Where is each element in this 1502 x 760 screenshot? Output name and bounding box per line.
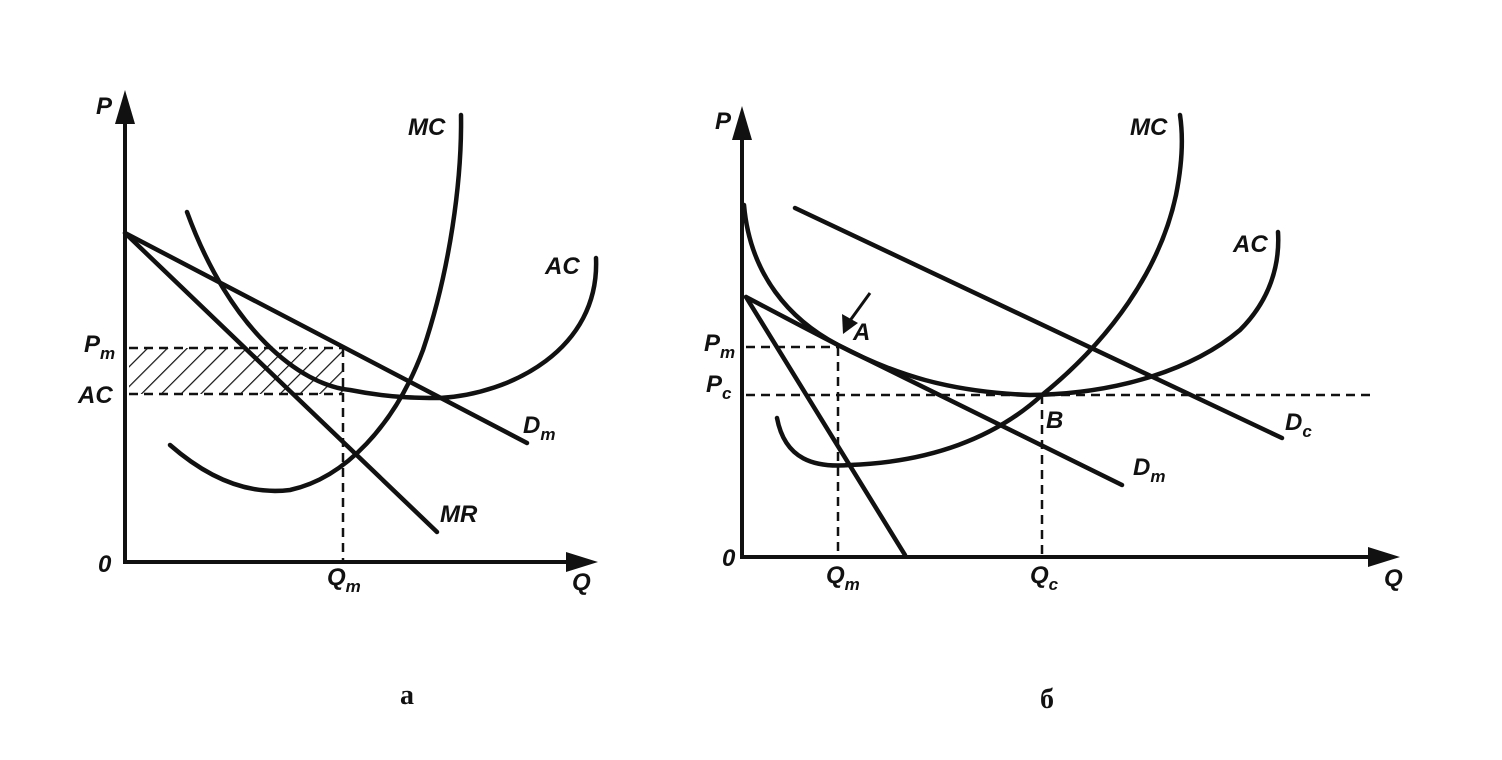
profit-area-a: [129, 348, 343, 394]
mr-curve-b: [743, 294, 908, 558]
demand-c-b-main: D: [1285, 409, 1302, 436]
ac-curve-b: [741, 202, 1281, 398]
mc-label-b: MC: [1130, 114, 1168, 141]
demand-curve-a: [122, 230, 530, 446]
y-axis-arrow-b: [732, 106, 752, 140]
pm-tick-label-a: Pm: [84, 331, 115, 363]
point-a-arrow-shaft: [847, 292, 872, 323]
ac-label-b: AC: [1232, 231, 1268, 258]
x-axis-label-b: Q: [1384, 565, 1403, 592]
qm-tick-label-a: Qm: [327, 564, 361, 596]
demand-label-a: Dm: [523, 412, 555, 444]
demand-m-b-sub: m: [1150, 467, 1165, 486]
qc-tick-label-b: Qc: [1030, 562, 1059, 594]
mr-label-a: MR: [440, 501, 478, 528]
x-axis-arrow-b: [1368, 547, 1400, 567]
panel-a: P Q 0 MC AC MR Dm Pm AC Qm а: [77, 90, 599, 711]
pm-tick-b-sub: m: [720, 343, 735, 362]
caption-b: б: [1040, 684, 1054, 715]
pc-tick-b-main: P: [706, 371, 723, 398]
qc-tick-b-main: Q: [1030, 562, 1049, 589]
demand-c-curve-b: [792, 205, 1285, 441]
pm-tick-a-main: P: [84, 331, 101, 358]
mc-curve-b: [774, 112, 1185, 468]
pm-tick-b-main: P: [704, 330, 721, 357]
point-a-label: A: [852, 319, 870, 346]
ac-label-a: AC: [544, 253, 580, 280]
mc-label-a: MC: [408, 114, 446, 141]
point-a-arrow-head: [842, 314, 858, 334]
qm-tick-b-main: Q: [826, 562, 845, 589]
demand-c-b-sub: c: [1302, 422, 1312, 441]
ac-tick-label-a: AC: [77, 382, 113, 409]
qm-tick-b-sub: m: [845, 575, 860, 594]
x-axis-arrow-a: [566, 552, 598, 572]
qm-tick-label-b: Qm: [826, 562, 860, 594]
demand-m-b-main: D: [1133, 454, 1150, 481]
point-b-label: B: [1046, 407, 1063, 434]
qc-tick-b-sub: c: [1049, 575, 1059, 594]
demand-m-label-b: Dm: [1133, 454, 1165, 486]
demand-label-a-main: D: [523, 412, 540, 439]
mc-curve-a: [167, 112, 464, 494]
mr-curve-a: [122, 230, 440, 535]
panel-b: P Q 0 MC AC A B Dc Dm Pm Pc Qm Qc б: [704, 106, 1403, 715]
qm-tick-a-sub: m: [346, 577, 361, 596]
y-axis-arrow-a: [115, 90, 135, 124]
y-axis-label-a: P: [96, 93, 113, 120]
pc-tick-label-b: Pc: [706, 371, 732, 403]
origin-label-a: 0: [98, 551, 112, 578]
qm-tick-a-main: Q: [327, 564, 346, 591]
pc-tick-b-sub: c: [722, 384, 732, 403]
y-axis-label-b: P: [715, 108, 732, 135]
caption-a: а: [400, 680, 414, 711]
demand-c-label-b: Dc: [1285, 409, 1312, 441]
x-axis-label-a: Q: [572, 569, 591, 596]
origin-label-b: 0: [722, 545, 736, 572]
demand-label-a-sub: m: [540, 425, 555, 444]
pm-tick-a-sub: m: [100, 344, 115, 363]
pm-tick-label-b: Pm: [704, 330, 735, 362]
